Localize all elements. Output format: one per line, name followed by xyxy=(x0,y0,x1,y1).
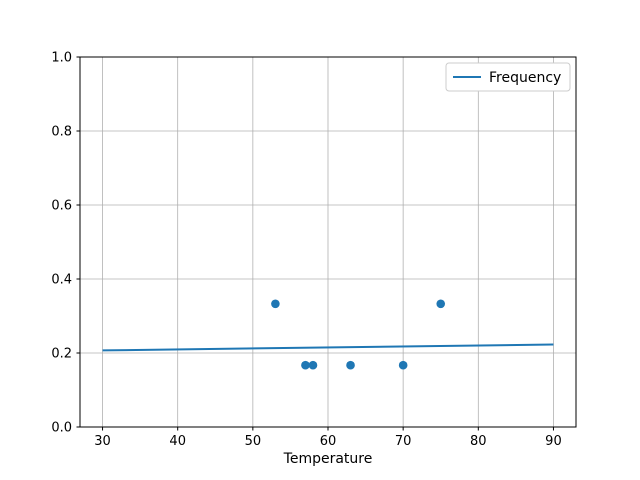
y-tick-label: 0.0 xyxy=(51,421,72,436)
x-tick-label: 80 xyxy=(470,434,487,449)
scatter-point xyxy=(301,360,310,370)
x-tick-label: 40 xyxy=(169,434,186,449)
x-tick-label: 50 xyxy=(245,434,262,449)
y-tick-label: 0.2 xyxy=(51,347,72,362)
x-tick-label: 60 xyxy=(320,434,337,449)
y-tick-label: 0.6 xyxy=(51,199,72,214)
x-axis-label: Temperature xyxy=(283,451,373,467)
y-tick-label: 0.8 xyxy=(51,125,72,140)
scatter-point xyxy=(398,360,408,370)
x-tick-label: 90 xyxy=(545,434,562,449)
x-tick-label: 30 xyxy=(94,434,111,449)
scatter-point xyxy=(346,360,355,370)
scatter-point xyxy=(271,299,280,309)
x-tick-label: 70 xyxy=(395,434,412,449)
plot-area: 30 40 50 60 70 80 90 0.0 0.2 0.4 0.6 0.8 1.0 xyxy=(51,51,577,449)
legend: Frequency xyxy=(445,62,571,92)
scatter-point xyxy=(436,299,446,309)
legend-box xyxy=(445,62,571,92)
series-line-frequency xyxy=(102,343,554,352)
legend-label: Frequency xyxy=(489,70,561,86)
y-tick-label: 0.4 xyxy=(51,273,72,288)
y-tick-label: 1.0 xyxy=(51,51,72,66)
scatter-point xyxy=(308,360,318,370)
